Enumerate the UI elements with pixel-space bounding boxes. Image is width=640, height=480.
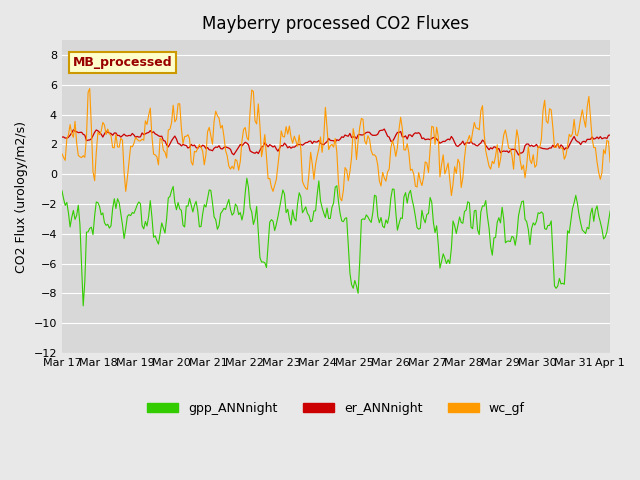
Y-axis label: CO2 Flux (urology/m2/s): CO2 Flux (urology/m2/s) (15, 120, 28, 273)
Text: MB_processed: MB_processed (73, 56, 173, 69)
Title: Mayberry processed CO2 Fluxes: Mayberry processed CO2 Fluxes (202, 15, 470, 33)
Legend: gpp_ANNnight, er_ANNnight, wc_gf: gpp_ANNnight, er_ANNnight, wc_gf (142, 397, 530, 420)
